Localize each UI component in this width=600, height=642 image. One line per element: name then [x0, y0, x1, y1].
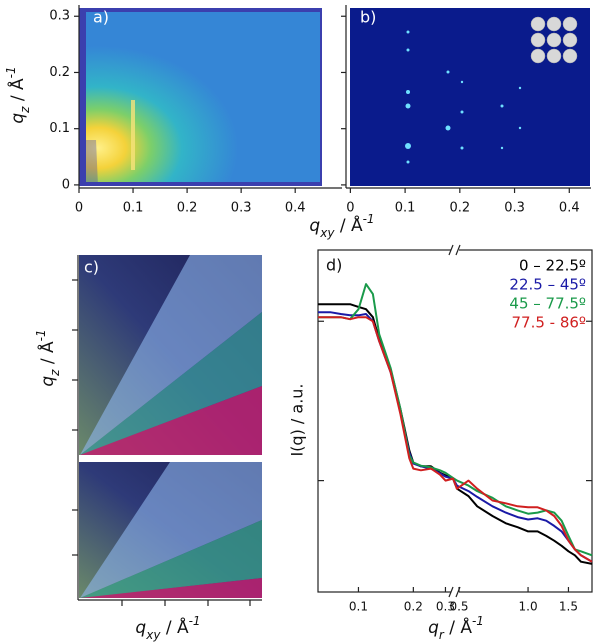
x-tick-label: 0.3: [504, 201, 525, 216]
x-tick-label: 0.2: [404, 600, 423, 614]
axis-break: [448, 244, 461, 598]
axis-label-part: q: [38, 376, 58, 387]
y-tick-label: 0: [62, 177, 70, 192]
panel-c-image: [79, 255, 262, 598]
x-tick-label: 0: [75, 201, 83, 216]
x-tick-label: 0.4: [559, 201, 580, 216]
axis-label-part: -1: [34, 329, 48, 341]
axis-label-part: / Å: [444, 616, 473, 638]
axis-label-part: -1: [4, 66, 18, 78]
panel-label: a): [93, 8, 109, 27]
legend-entry: 77.5 - 86º: [511, 314, 586, 332]
axis-label-part: / Å: [160, 616, 189, 638]
x-tick-label: 1.5: [559, 600, 578, 614]
x-tick-label: 0.1: [123, 201, 144, 216]
y-tick-label: 0.1: [49, 121, 70, 136]
axis-label: I(q) / a.u.: [288, 383, 307, 456]
axis-label-part: / Å: [334, 214, 363, 236]
axis-label: qxy / Å-1: [135, 614, 200, 642]
panel-a-image: [79, 8, 322, 186]
y-tick-label: 0.3: [49, 9, 70, 24]
x-tick-label: 0: [346, 201, 354, 216]
axis-label: qz / Å-1: [4, 66, 32, 123]
axis-label-part: q: [309, 216, 320, 236]
x-tick-label: 0.2: [177, 201, 198, 216]
panel-label: c): [84, 258, 99, 277]
y-tick-label: 0.2: [49, 65, 70, 80]
panel-c-ticks: [72, 279, 251, 606]
legend-entry: 45 – 77.5º: [509, 295, 586, 313]
x-tick-label: 1.0: [519, 600, 538, 614]
axis-label-part: -1: [189, 614, 201, 628]
panel-b-image: [350, 8, 590, 186]
axis-label-part: -1: [363, 212, 375, 226]
axis-label: qz / Å-1: [34, 329, 62, 386]
x-tick-label: 0.1: [395, 201, 416, 216]
axis-label: qr / Å-1: [428, 614, 484, 642]
panel-label: d): [326, 256, 342, 275]
x-tick-label: 0.5: [449, 600, 468, 614]
x-tick-label: 0.2: [449, 201, 470, 216]
axis-label-part: q: [428, 618, 439, 638]
axis-label-part: z: [18, 106, 32, 114]
axis-label-part: q: [8, 113, 28, 124]
axis-label-part: xy: [319, 226, 335, 240]
legend-entry: 22.5 – 45º: [509, 276, 586, 294]
axis-label-part: r: [439, 628, 445, 642]
x-tick-label: 0.4: [285, 201, 306, 216]
x-tick-label: 0.3: [231, 201, 252, 216]
axis-label-part: z: [48, 369, 62, 377]
panel-label: b): [360, 8, 376, 27]
axis-label-part: / Å: [36, 341, 58, 370]
axis-label: qxy / Å-1: [309, 212, 374, 240]
axis-label-part: -1: [472, 614, 484, 628]
x-tick-label: 0.1: [349, 600, 368, 614]
axis-label-part: xy: [145, 628, 161, 642]
axis-label-part: q: [135, 618, 146, 638]
series-line: [318, 316, 593, 563]
series-line: [318, 311, 593, 563]
axis-label-part: / Å: [6, 78, 28, 107]
x-tick-label: 0.3: [436, 600, 455, 614]
series-line: [318, 283, 593, 557]
legend-entry: 0 – 22.5º: [519, 257, 586, 275]
